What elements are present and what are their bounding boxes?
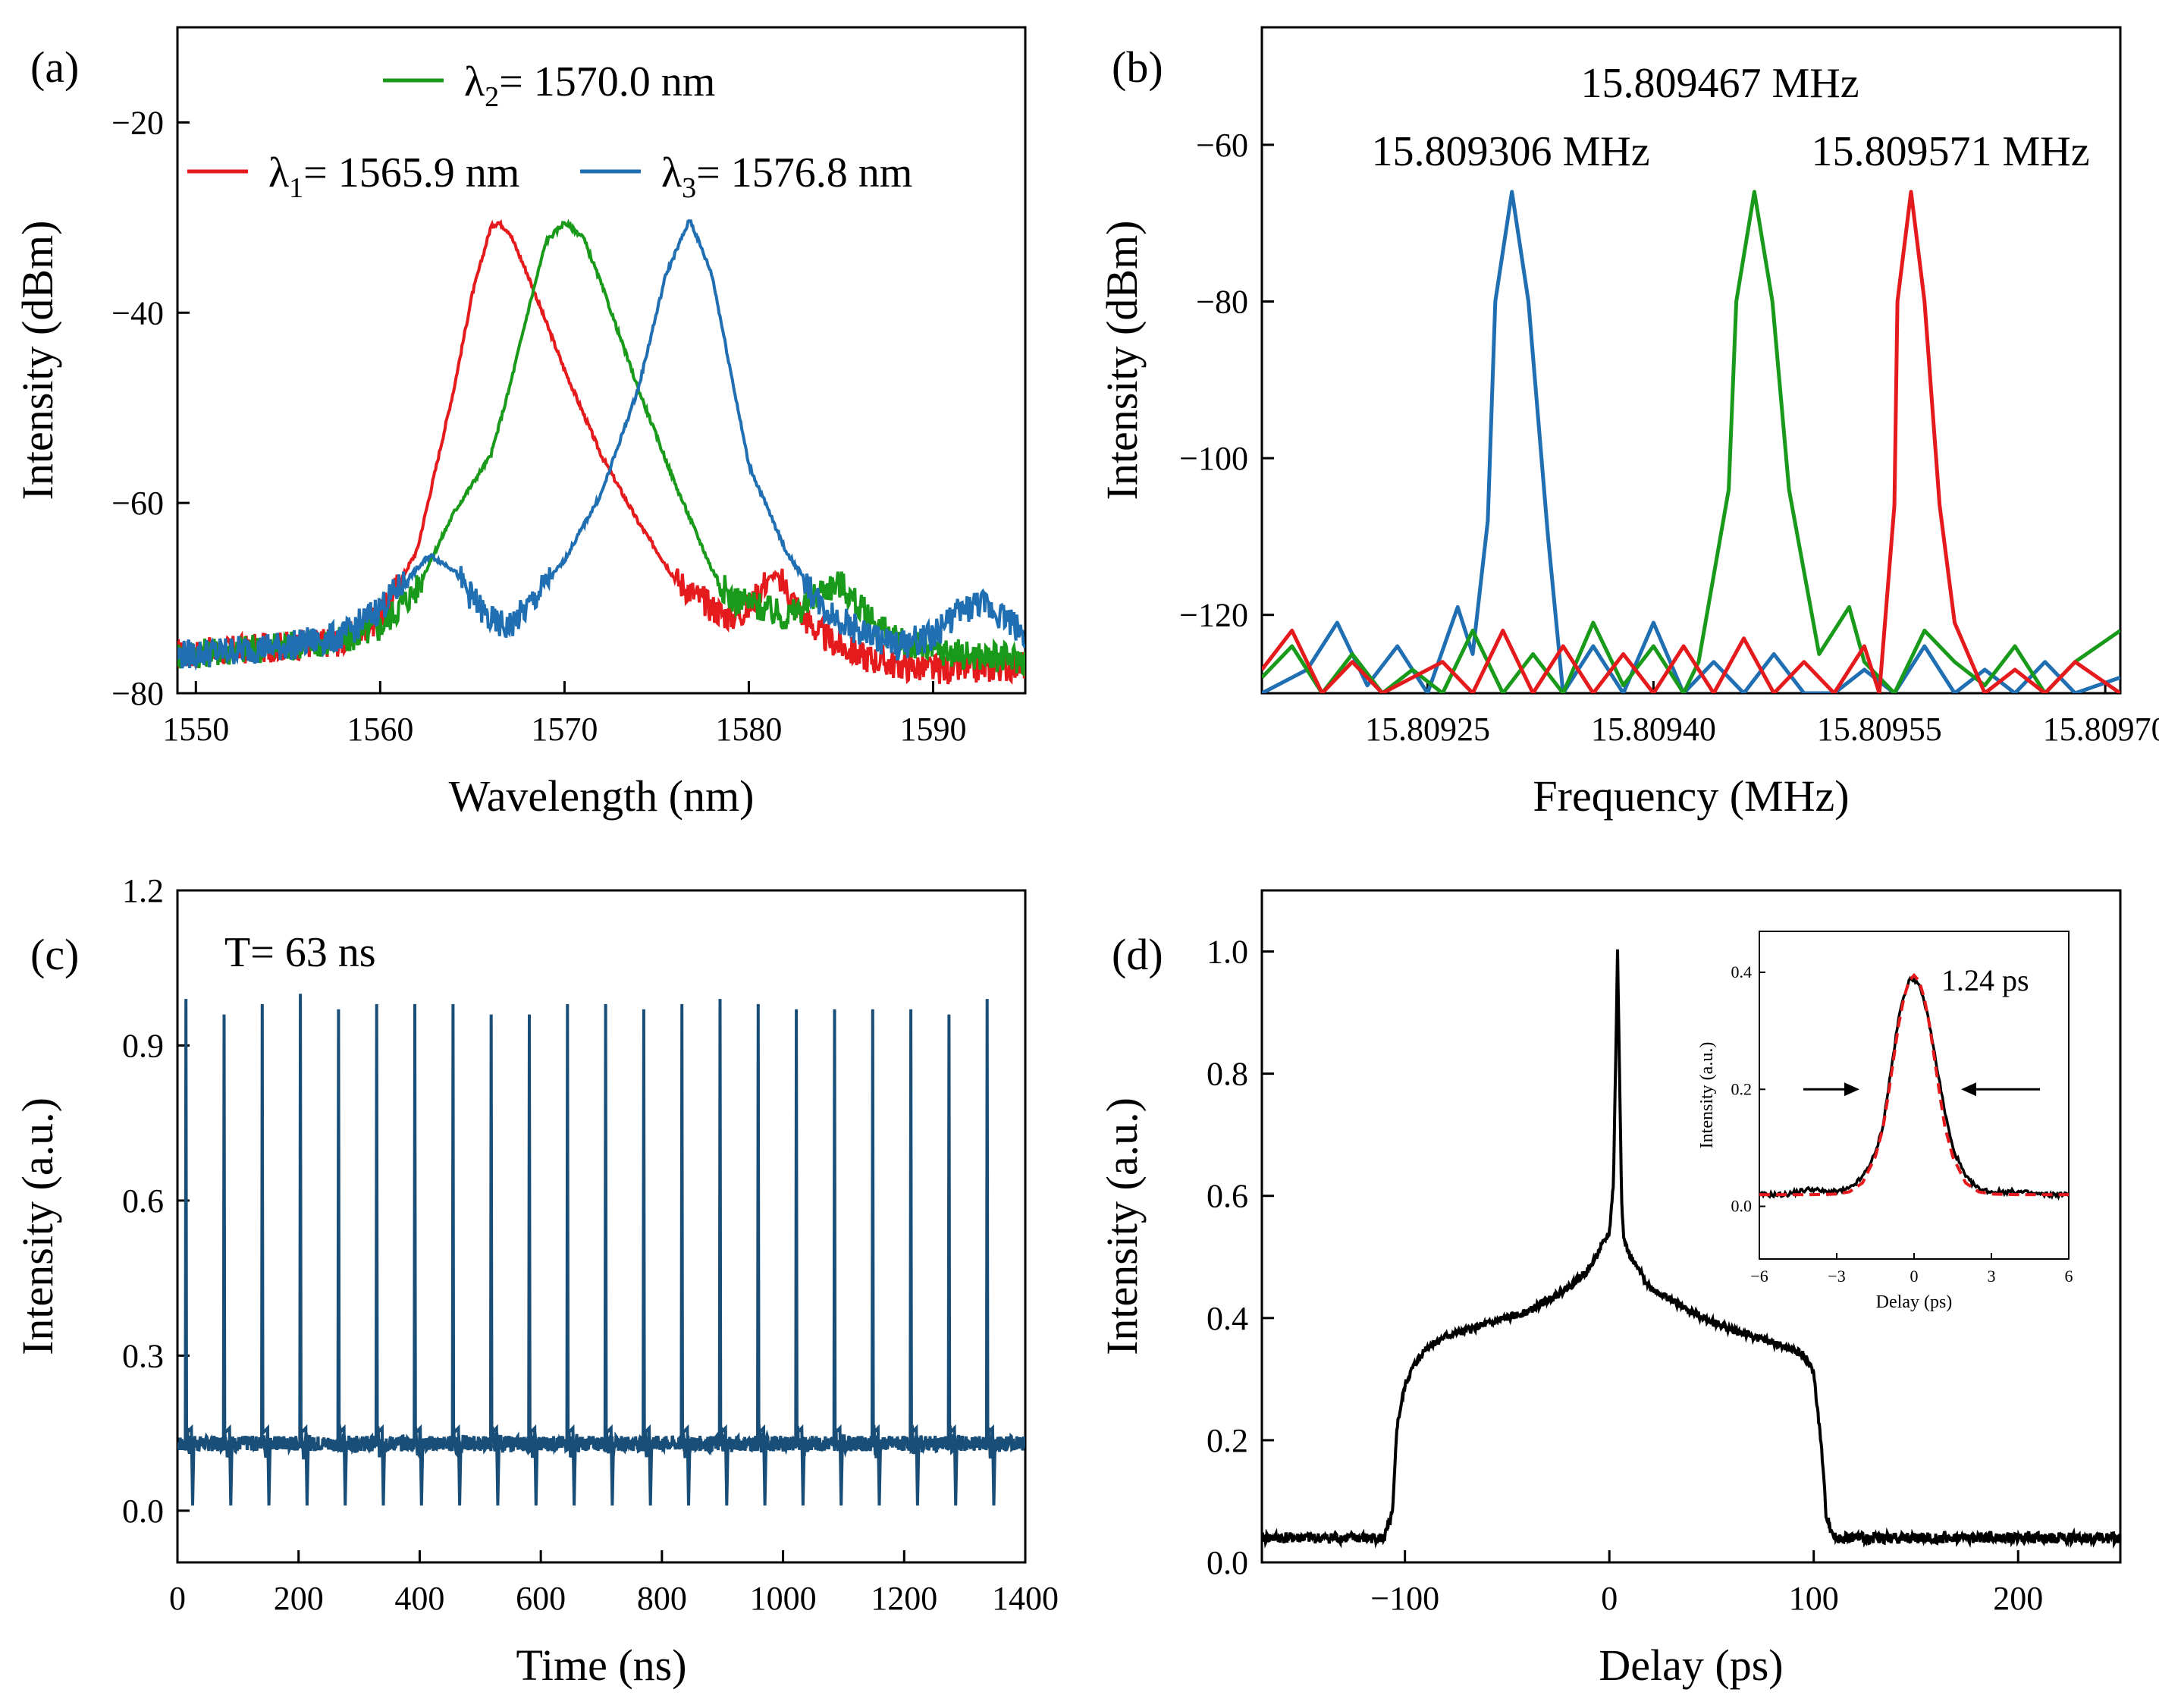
- legend-label-λ1: λ1= 1565.9 nm: [268, 149, 519, 204]
- series-line-λ3: [177, 218, 1025, 671]
- x-axis-label: Wavelength (nm): [449, 771, 755, 821]
- x-tick-label: 0: [1601, 1580, 1618, 1617]
- fwhm-annotation: 1.24 ps: [1941, 963, 2029, 997]
- y-tick-label: −20: [111, 104, 164, 141]
- y-tick-label: −80: [1196, 284, 1248, 321]
- x-tick-label: 1560: [347, 711, 413, 748]
- peak-label-red: 15.809571 MHz: [1811, 128, 2089, 175]
- y-axis-label: Intensity (a.u.): [1097, 1097, 1147, 1355]
- y-tick-label: −100: [1179, 440, 1248, 477]
- inset-background: [1759, 931, 2069, 1259]
- x-tick-label: 1400: [992, 1580, 1059, 1617]
- panel-a: 1550 1560 1570 1580 1590 −80 −60 −40 −20 Waveleng…: [13, 26, 1027, 821]
- plot-frame: [176, 889, 1027, 1564]
- x-tick-label: 1580: [715, 711, 782, 748]
- x-tick-label: 1590: [899, 711, 966, 748]
- series-line-λ2: [177, 218, 1025, 677]
- y-tick-label: 0.9: [122, 1027, 164, 1064]
- inset-y-tick-label: 0.4: [1731, 962, 1753, 981]
- fwhm-arrowhead-left: [1844, 1082, 1859, 1097]
- x-tick-label: 200: [1993, 1580, 2043, 1617]
- series-line-red: [1262, 190, 2120, 693]
- x-tick-label: 15.80925: [1365, 711, 1490, 748]
- plot-frame: [1260, 26, 2122, 695]
- panel-c: 0 200 400 600 800 1000 1200 1400 0.0 0.3 0.6 0.9 1.2…: [13, 872, 1059, 1690]
- y-tick-label: 0.4: [1207, 1300, 1248, 1337]
- inset-data-line: [1759, 975, 2069, 1201]
- panel-label: (c): [30, 930, 79, 979]
- x-tick-label: 15.80955: [1817, 711, 1942, 748]
- y-tick-label: 0.8: [1207, 1056, 1248, 1093]
- panel-label: (b): [1112, 42, 1163, 92]
- x-tick-label: 15.80970: [2043, 711, 2159, 748]
- inset-y-tick-label: 0.2: [1731, 1079, 1753, 1098]
- x-tick-label: 1550: [162, 711, 229, 748]
- panel-label: (d): [1112, 930, 1163, 979]
- y-axis-label: Intensity (a.u.): [13, 1097, 62, 1355]
- x-tick-label: 0: [169, 1580, 186, 1617]
- x-tick-label: 800: [637, 1580, 687, 1617]
- inset-fit-line: [1759, 972, 2069, 1197]
- x-tick-label: 600: [516, 1580, 566, 1617]
- series-line-λ1: [177, 218, 1025, 685]
- plot-frame: [1260, 889, 2122, 1564]
- y-tick-label: 0.0: [122, 1493, 164, 1530]
- pulse-train-line: [177, 994, 1025, 1506]
- inset-x-axis-label: Delay (ps): [1876, 1292, 1953, 1312]
- x-axis-label: Time (ns): [516, 1640, 686, 1690]
- x-tick-label: 1570: [531, 711, 598, 748]
- plot-frame: [176, 26, 1027, 695]
- x-tick-label: 200: [274, 1580, 324, 1617]
- x-tick-label: 15.80940: [1591, 711, 1716, 748]
- y-tick-label: −80: [111, 675, 164, 712]
- panel-label: (a): [30, 42, 79, 92]
- y-tick-label: 1.0: [1207, 934, 1248, 971]
- x-axis-label: Delay (ps): [1599, 1640, 1783, 1690]
- y-tick-label: 0.0: [1207, 1544, 1248, 1581]
- inset-plot: −6 −3 0 3 6 0.0 0.2 0.4 Delay (ps) Intensity (a.u…: [1697, 931, 2073, 1312]
- autocorrelation-line: [1262, 949, 2120, 1549]
- series-line-blue: [1262, 190, 2120, 693]
- x-tick-label: −100: [1370, 1580, 1439, 1617]
- peak-label-blue: 15.809306 MHz: [1371, 128, 1649, 175]
- y-tick-label: 0.3: [122, 1337, 164, 1374]
- inset-x-tick-label: 0: [1910, 1267, 1919, 1286]
- y-tick-label: 0.2: [1207, 1422, 1248, 1459]
- series-line-green: [1262, 190, 2120, 693]
- y-tick-label: 1.2: [122, 872, 164, 909]
- x-tick-label: 1000: [750, 1580, 817, 1617]
- inset-x-tick-label: 3: [1988, 1267, 1996, 1286]
- x-tick-label: 1200: [871, 1580, 937, 1617]
- inset-x-tick-label: −6: [1750, 1267, 1768, 1286]
- y-axis-label: Intensity (dBm): [1097, 221, 1147, 501]
- y-tick-label: −60: [111, 485, 164, 522]
- legend-label-λ3: λ3= 1576.8 nm: [661, 149, 912, 204]
- inset-x-tick-label: −3: [1828, 1267, 1845, 1286]
- x-axis-label: Frequency (MHz): [1533, 771, 1849, 821]
- fwhm-arrowhead-right: [1961, 1082, 1976, 1097]
- y-axis-label: Intensity (dBm): [13, 221, 62, 501]
- inset-y-tick-label: 0.0: [1731, 1197, 1753, 1216]
- inset-x-tick-label: 6: [2065, 1267, 2073, 1286]
- y-tick-label: 0.6: [122, 1182, 164, 1220]
- inset-y-axis-label: Intensity (a.u.): [1697, 1042, 1717, 1149]
- panel-d: −100 0 100 200 0.0 0.2 0.4 0.6 0.8 1.0 Delay (ps) I…: [1097, 889, 2122, 1690]
- x-tick-label: 400: [394, 1580, 444, 1617]
- x-tick-label: 100: [1789, 1580, 1839, 1617]
- peak-label-green: 15.809467 MHz: [1580, 60, 1859, 107]
- y-tick-label: −60: [1196, 127, 1248, 164]
- legend-label-λ2: λ2= 1570.0 nm: [464, 58, 715, 113]
- panel-b: 15.80925 15.80940 15.80955 15.80970 −120 −100…: [1097, 26, 2159, 821]
- period-annotation: T= 63 ns: [224, 929, 376, 976]
- y-tick-label: 0.6: [1207, 1178, 1248, 1215]
- y-tick-label: −40: [111, 294, 164, 331]
- y-tick-label: −120: [1179, 597, 1248, 634]
